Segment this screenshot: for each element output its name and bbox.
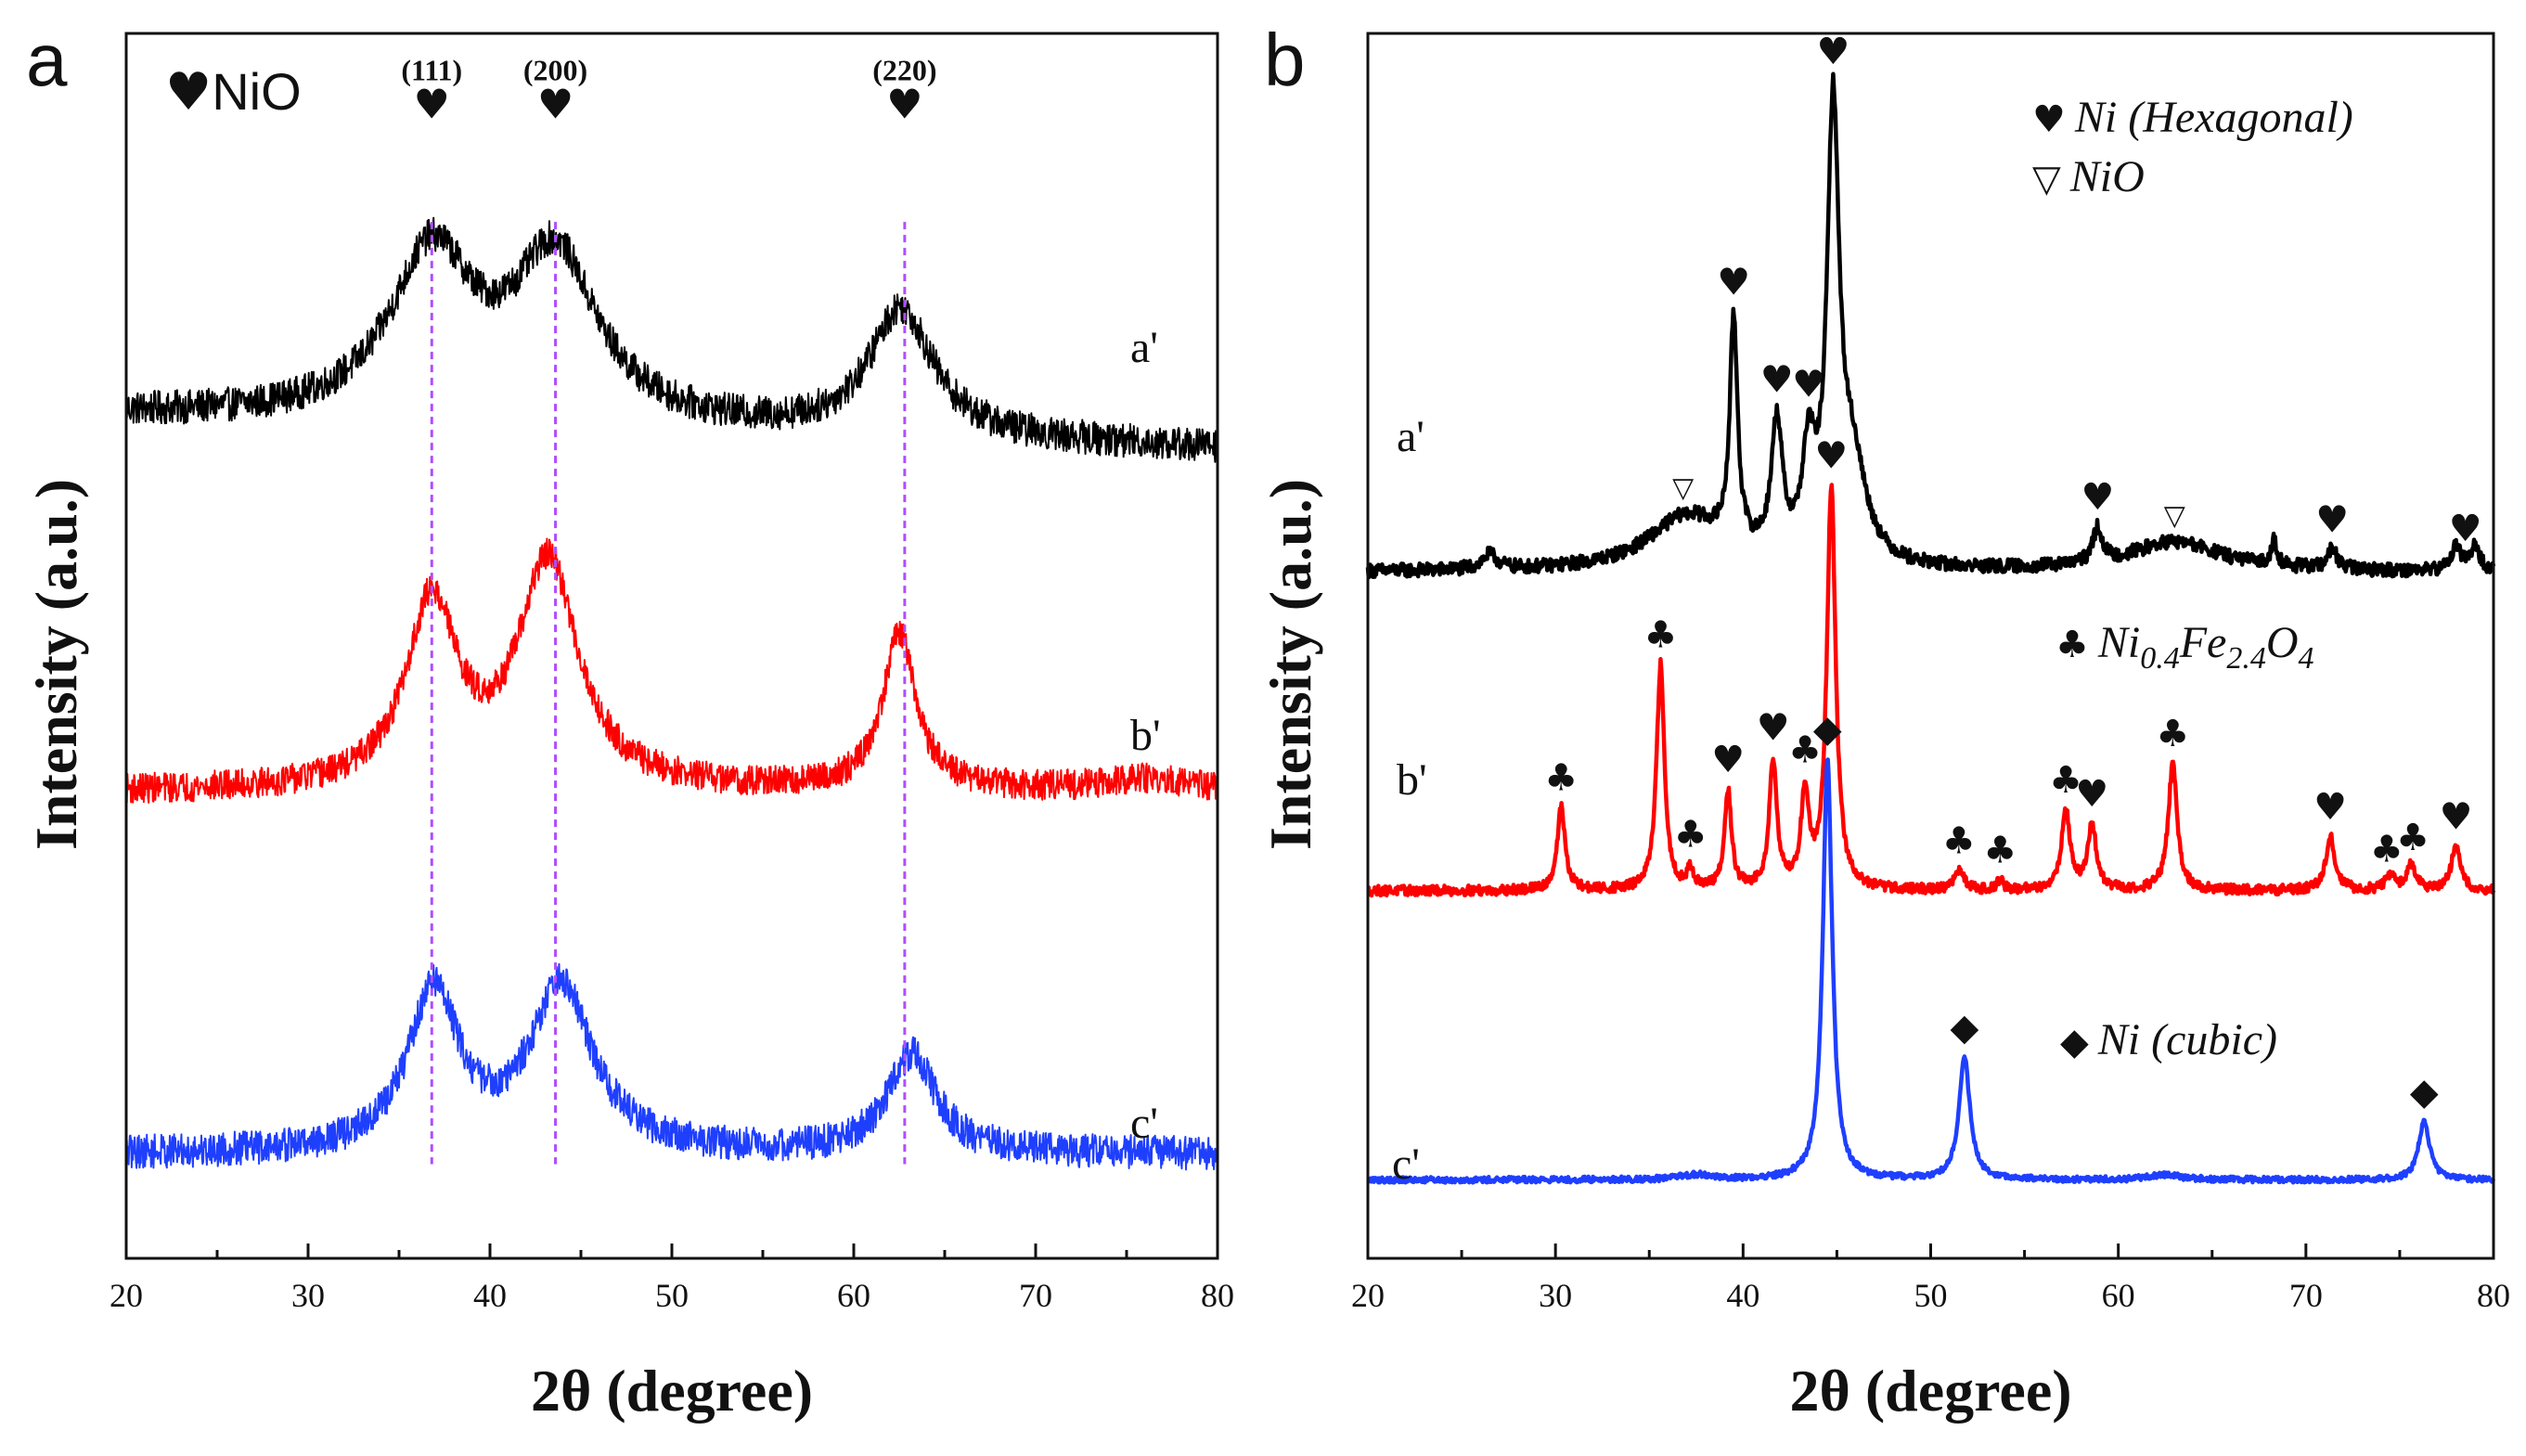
club-marker: ♣ [1788,728,1822,771]
x-tick-label: 80 [1201,1277,1234,1314]
xrd-trace-cp [125,962,1218,1171]
heart-marker: ♥ [2081,476,2114,519]
x-tick-label: 30 [291,1277,325,1314]
x-tick-label: 40 [473,1277,507,1314]
club-marker: ♣ [1643,613,1677,656]
club-marker: ♣ [1544,756,1578,799]
x-tick-label: 70 [1019,1277,1052,1314]
heart-marker: ♥ [2440,796,2473,839]
x-tick-label: 70 [2289,1277,2323,1314]
triangle-marker: ▽ [2164,500,2185,533]
x-tick-label: 50 [655,1277,689,1314]
legend-subscript: 2.4 [2226,641,2266,676]
panel-b: ba'b'c'♥♥♥♥▽ ♥ ▽ ♥ ♥♣♣♣♥♥♣♥♣ ♣♣♥♣♥♣♣ ♥◆◆◆♥ Ni (… [1257,19,2510,1424]
club-marker: ♣ [1983,830,2017,872]
legend-text: NiO [2069,152,2145,201]
panel-letter: b [1264,19,1306,101]
x-tick-label: 30 [1539,1277,1572,1314]
legend-text: Ni (Hexagonal) [2074,93,2353,142]
club-marker: ♣ [1674,813,1708,856]
triangle-marker: ▽ [1672,471,1694,504]
panel-letter: a [26,19,68,101]
heart-marker: ♥ [1792,364,1825,406]
hkl-label: (200) [523,53,587,86]
x-tick-label: 20 [110,1277,143,1314]
x-tick-label: 60 [2102,1277,2135,1314]
club-marker: ♣ [2049,759,2082,802]
x-tick-label: 40 [1726,1277,1759,1314]
legend-subscript: 0.4 [2140,641,2180,676]
heart-marker: ♥ [1814,434,1848,477]
heart-marker: ♥ [537,81,574,128]
x-tick-label: 50 [1914,1277,1948,1314]
legend-text: Ni [2097,618,2140,667]
x-tick-label: 60 [837,1277,870,1314]
heart-marker: ♥ [414,81,450,128]
plot-frame [124,32,1219,1260]
legend-text: Fe [2179,618,2227,667]
xrd-trace-bp [1366,483,2496,898]
series-label: a' [1130,323,1158,372]
series-label: a' [1397,412,1424,461]
x-axis-label: 2θ (degree) [1789,1358,2071,1424]
x-axis-label: 2θ (degree) [531,1358,813,1424]
heart-marker: ♥ [2313,786,2347,829]
triangle-icon: ▽ [2032,158,2061,200]
diamond-marker: ◆ [1813,708,1842,751]
club-icon: ♣ [2056,624,2089,666]
heart-marker: ♥ [1711,739,1745,781]
heart-marker: ♥ [1757,707,1790,750]
diamond-marker: ◆ [2410,1071,2439,1114]
series-label: b' [1397,755,1427,805]
hkl-label: (220) [872,53,936,86]
legend-text: Ni (cubic) [2097,1015,2277,1064]
legend-text: O [2266,618,2299,667]
heart-marker: ♥ [1816,31,1849,73]
hkl-label: (111) [401,53,462,86]
legend-subscript: 4 [2299,641,2314,676]
y-axis-label: Intensity (a.u.) [23,479,89,850]
club-marker: ♣ [1942,819,1976,862]
legend-entry: ◆ Ni (cubic) [2060,1015,2277,1064]
heart-marker: ♥ [1760,358,1794,401]
heart-marker: ♥ [2075,773,2108,816]
legend-text: NiO [212,62,301,121]
x-tick-label: 80 [2477,1277,2510,1314]
xrd-trace-ap [1365,71,2496,580]
heart-icon: ♥ [2032,98,2066,141]
plot-frame [1366,32,2495,1260]
y-axis-label: Intensity (a.u.) [1257,479,1323,850]
xrd-trace-ap [125,216,1218,463]
series-label: c' [1392,1140,1420,1189]
legend-nio: ♥NiO [165,62,302,122]
legend-entry: ♥ Ni (Hexagonal) [2032,93,2353,142]
heart-icon: ♥ [165,62,212,122]
club-marker: ♣ [2156,713,2189,755]
heart-marker: ♥ [2315,498,2349,541]
series-label: b' [1130,711,1161,760]
heart-marker: ♥ [1717,262,1750,304]
diamond-marker: ◆ [1951,1007,1979,1050]
xrd-trace-bp [125,537,1218,805]
legend-entry: ♣ Ni0.4Fe2.4O4 [2056,618,2314,676]
diamond-icon: ◆ [2060,1021,2089,1063]
legend-entry: ▽ NiO [2032,152,2145,201]
x-tick-label: 20 [1351,1277,1385,1314]
series-label: c' [1130,1099,1158,1148]
heart-marker: ♥ [886,81,922,128]
heart-marker: ♥ [2449,508,2482,550]
club-marker: ♣ [2370,829,2404,871]
xrd-trace-cp [1366,757,2496,1185]
club-marker: ♣ [2396,817,2429,859]
